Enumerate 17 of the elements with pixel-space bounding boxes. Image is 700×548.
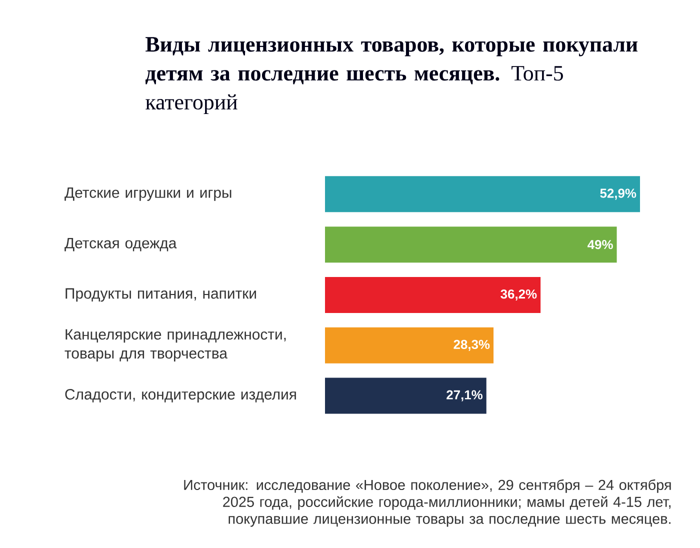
data-label: 36,2% — [500, 289, 537, 301]
y-tick-label: Сладости, кондитерские изделия — [65, 389, 296, 403]
y-tick-label: Продукты питания, напитки — [66, 288, 256, 302]
bar — [325, 378, 486, 414]
data-label: 49% — [588, 240, 613, 250]
y-tick-label: Детские игрушки и игры — [64, 187, 232, 201]
bar — [325, 176, 640, 212]
bar — [325, 327, 494, 364]
text: Источник: исследование «Новое поколение», 29 сентября – 24 октября 2025 года, российские города-миллионники; мамы детей 4-15 лет, покупавшие лицензионные товары за последние шесть месяцев. — [184, 479, 671, 527]
bar — [325, 226, 617, 263]
data-label: 28,3% — [454, 340, 490, 351]
y-tick-label: Канцелярские принадлежности, товары для творчества — [64, 329, 286, 362]
data-label: 27,1% — [446, 390, 483, 402]
y-tick-label: Детская одежда — [64, 238, 177, 252]
bar — [325, 276, 541, 313]
chart-title: Виды лицензионных товаров, которые покупали детям за последние шесть месяцев. Топ-5 категорий — [145, 37, 638, 114]
data-label: 52,9% — [600, 188, 636, 200]
